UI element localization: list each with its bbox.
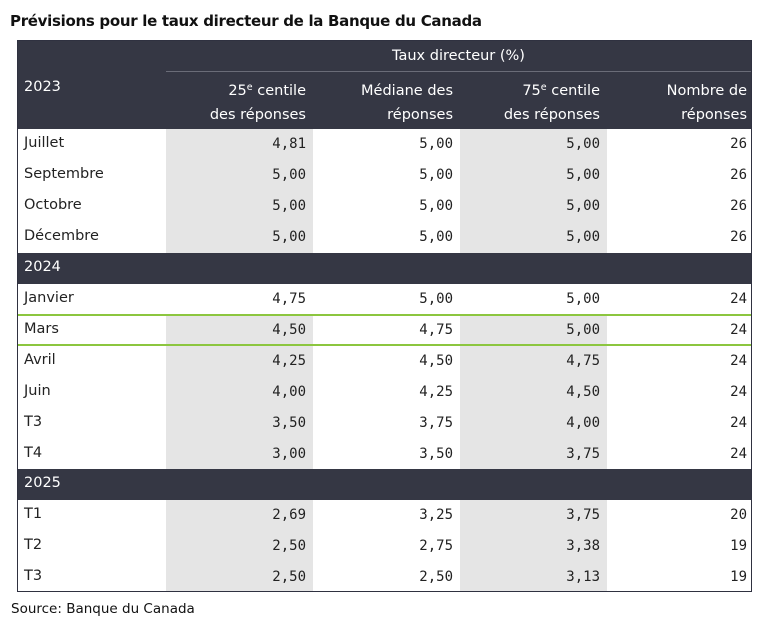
cell-median: 3,50 [419, 446, 453, 462]
cell-25th: 4,50 [272, 322, 306, 338]
cell-median: 2,75 [419, 538, 453, 554]
cell-median: 5,00 [419, 167, 453, 183]
cell-count: 26 [730, 136, 747, 152]
cell-median: 4,50 [419, 353, 453, 369]
row-label: T2 [24, 537, 43, 553]
column-shading-25th [166, 129, 313, 591]
cell-count: 26 [730, 167, 747, 183]
page-title: Prévisions pour le taux directeur de la … [10, 12, 482, 30]
cell-75th: 3,75 [566, 507, 600, 523]
cell-count: 20 [730, 507, 747, 523]
cell-75th: 5,00 [566, 167, 600, 183]
cell-count: 24 [730, 415, 747, 431]
highlight-line-bottom [18, 344, 751, 346]
cell-25th: 3,50 [272, 415, 306, 431]
cell-75th: 5,00 [566, 229, 600, 245]
cell-count: 24 [730, 291, 747, 307]
year-label: 2025 [24, 475, 61, 491]
cell-median: 3,75 [419, 415, 453, 431]
year-group-header: 2025 [18, 469, 751, 500]
cell-75th: 3,13 [566, 569, 600, 585]
table-row: Septembre 5,00 5,00 5,00 26 [18, 160, 751, 191]
table-row: Janvier 4,75 5,00 5,00 24 [18, 284, 751, 315]
year-header: 2023 [24, 79, 61, 95]
row-label: Janvier [24, 290, 74, 306]
cell-75th: 5,00 [566, 198, 600, 214]
cell-median: 5,00 [419, 229, 453, 245]
cell-25th: 3,00 [272, 446, 306, 462]
table-row: Avril 4,25 4,50 4,75 24 [18, 346, 751, 377]
row-label: Juin [24, 383, 51, 399]
forecast-table: Taux directeur (%) 2023 25e centile des r… [17, 40, 752, 592]
row-label: T4 [24, 445, 43, 461]
table-row: Juillet 4,81 5,00 5,00 26 [18, 129, 751, 160]
table-row: Décembre 5,00 5,00 5,00 26 [18, 222, 751, 253]
cell-median: 4,25 [419, 384, 453, 400]
row-label: T1 [24, 506, 43, 522]
header-25th-percentile: 25e centile des réponses [209, 82, 306, 123]
table-row: T1 2,69 3,25 3,75 20 [18, 500, 751, 531]
cell-median: 5,00 [419, 291, 453, 307]
cell-25th: 2,50 [272, 569, 306, 585]
cell-25th: 5,00 [272, 198, 306, 214]
header-75th-percentile: 75e centile des réponses [503, 82, 600, 123]
cell-median: 2,50 [419, 569, 453, 585]
table-row: Octobre 5,00 5,00 5,00 26 [18, 191, 751, 222]
header-response-count: Nombre de réponses [666, 83, 747, 123]
cell-count: 19 [730, 538, 747, 554]
highlight-line-top [18, 314, 751, 316]
header-divider [166, 71, 751, 72]
column-shading-75th [460, 129, 607, 591]
cell-75th: 4,75 [566, 353, 600, 369]
cell-25th: 5,00 [272, 167, 306, 183]
table-row: Juin 4,00 4,25 4,50 24 [18, 377, 751, 408]
table-row: T3 3,50 3,75 4,00 24 [18, 408, 751, 439]
super-header-label: Taux directeur (%) [392, 48, 525, 64]
row-label: T3 [24, 568, 43, 584]
super-header: Taux directeur (%) [18, 41, 751, 72]
cell-75th: 4,00 [566, 415, 600, 431]
cell-75th: 3,38 [566, 538, 600, 554]
cell-median: 3,25 [419, 507, 453, 523]
table-row: T4 3,00 3,50 3,75 24 [18, 439, 751, 470]
row-label: Décembre [24, 228, 99, 244]
cell-25th: 2,50 [272, 538, 306, 554]
header-median: Médiane des réponses [361, 83, 453, 123]
cell-75th: 5,00 [566, 291, 600, 307]
cell-75th: 4,50 [566, 384, 600, 400]
cell-75th: 5,00 [566, 136, 600, 152]
cell-count: 24 [730, 353, 747, 369]
cell-75th: 3,75 [566, 446, 600, 462]
cell-median: 5,00 [419, 136, 453, 152]
cell-75th: 5,00 [566, 322, 600, 338]
table-row-highlighted: Mars 4,50 4,75 5,00 24 [18, 315, 751, 346]
row-label: Mars [24, 321, 59, 337]
row-label: Septembre [24, 166, 104, 182]
cell-25th: 2,69 [272, 507, 306, 523]
table-row: T2 2,50 2,75 3,38 19 [18, 531, 751, 562]
cell-count: 24 [730, 322, 747, 338]
row-label: Avril [24, 352, 56, 368]
cell-count: 26 [730, 229, 747, 245]
cell-25th: 4,25 [272, 353, 306, 369]
year-label: 2024 [24, 259, 61, 275]
cell-median: 4,75 [419, 322, 453, 338]
year-group-header: 2024 [18, 253, 751, 284]
cell-count: 26 [730, 198, 747, 214]
cell-median: 5,00 [419, 198, 453, 214]
cell-25th: 5,00 [272, 229, 306, 245]
cell-25th: 4,81 [272, 136, 306, 152]
cell-25th: 4,75 [272, 291, 306, 307]
row-label: Juillet [24, 135, 65, 151]
cell-count: 24 [730, 446, 747, 462]
cell-25th: 4,00 [272, 384, 306, 400]
cell-count: 24 [730, 384, 747, 400]
row-label: T3 [24, 414, 43, 430]
source-note: Source: Banque du Canada [11, 601, 195, 617]
table-row: T3 2,50 2,50 3,13 19 [18, 562, 751, 591]
column-header-row: 2023 25e centile des réponses Médiane des… [18, 72, 751, 129]
row-label: Octobre [24, 197, 82, 213]
cell-count: 19 [730, 569, 747, 585]
